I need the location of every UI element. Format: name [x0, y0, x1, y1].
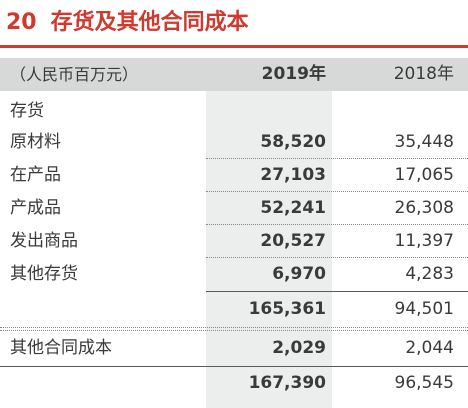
table-row: 产成品 52,241 26,308 [0, 193, 468, 223]
year-2019-header: 2019年 [261, 64, 326, 84]
section-title-text: 存货及其他合同成本 [50, 10, 249, 35]
row-value-2019: 6,970 [272, 264, 326, 284]
table-row: 发出商品 20,527 11,397 [0, 226, 468, 256]
row-label: 发出商品 [10, 231, 78, 251]
section-title: 20 存货及其他合同成本 [6, 6, 249, 40]
table-header: （人民币百万元） 2019年 2018年 [0, 58, 468, 91]
row-value-2018: 17,065 [394, 165, 454, 185]
row-label: 产成品 [10, 198, 61, 218]
row-label: 其他合同成本 [10, 338, 112, 358]
row-value-2019: 52,241 [260, 198, 326, 218]
row-value-2018: 94,501 [394, 299, 454, 319]
row-value-2018: 35,448 [394, 132, 454, 152]
row-value-2019: 165,361 [248, 299, 326, 319]
row-label: 存货 [10, 101, 44, 121]
row-label: 其他存货 [10, 264, 78, 284]
row-label: 在产品 [10, 165, 61, 185]
table-row: 其他存货 6,970 4,283 [0, 259, 468, 289]
year-2018-header: 2018年 [393, 64, 454, 84]
row-value-2018: 4,283 [405, 264, 454, 284]
section-number: 20 [6, 10, 37, 35]
table-row: 其他合同成本 2,029 2,044 [0, 333, 468, 363]
row-value-2018: 26,308 [394, 198, 454, 218]
row-divider [206, 158, 468, 159]
table-row: 存货 [0, 96, 468, 126]
row-divider [206, 191, 468, 192]
title-rule [0, 45, 468, 48]
row-value-2019: 167,390 [248, 373, 326, 393]
total-rule [0, 366, 468, 367]
row-divider [206, 257, 468, 258]
table-row: 原材料 58,520 35,448 [0, 127, 468, 157]
row-value-2019: 20,527 [260, 231, 326, 251]
row-value-2018: 2,044 [405, 338, 454, 358]
row-value-2019: 58,520 [260, 132, 326, 152]
row-value-2019: 27,103 [260, 165, 326, 185]
subtotal-row: 165,361 94,501 [0, 294, 468, 324]
row-divider [0, 330, 468, 331]
total-row: 167,390 96,545 [0, 368, 468, 398]
current-year-column-shade [206, 58, 332, 408]
row-value-2018: 11,397 [394, 231, 454, 251]
row-divider [206, 224, 468, 225]
row-value-2019: 2,029 [272, 338, 326, 358]
row-divider [0, 327, 468, 328]
unit-label: （人民币百万元） [10, 65, 139, 84]
table-row: 在产品 27,103 17,065 [0, 160, 468, 190]
subtotal-rule [206, 291, 468, 292]
row-label: 原材料 [10, 132, 61, 152]
row-value-2018: 96,545 [394, 373, 454, 393]
